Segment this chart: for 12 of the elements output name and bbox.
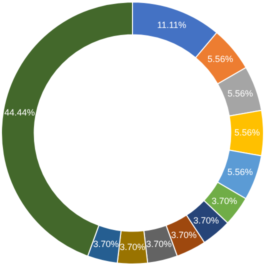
data-label: 3.70% (120, 242, 146, 252)
data-label: 3.70% (193, 215, 219, 226)
data-label: 3.70% (93, 239, 119, 250)
data-label: 5.56% (227, 88, 253, 98)
data-label: 5.56% (234, 128, 260, 138)
data-label: 3.70% (171, 230, 197, 240)
data-label: 3.70% (146, 239, 172, 250)
data-label: 44.44% (4, 108, 35, 118)
data-label: 5.56% (208, 54, 234, 64)
data-label: 3.70% (212, 196, 238, 206)
data-label: 11.11% (157, 20, 186, 30)
data-label: 5.56% (227, 166, 253, 177)
